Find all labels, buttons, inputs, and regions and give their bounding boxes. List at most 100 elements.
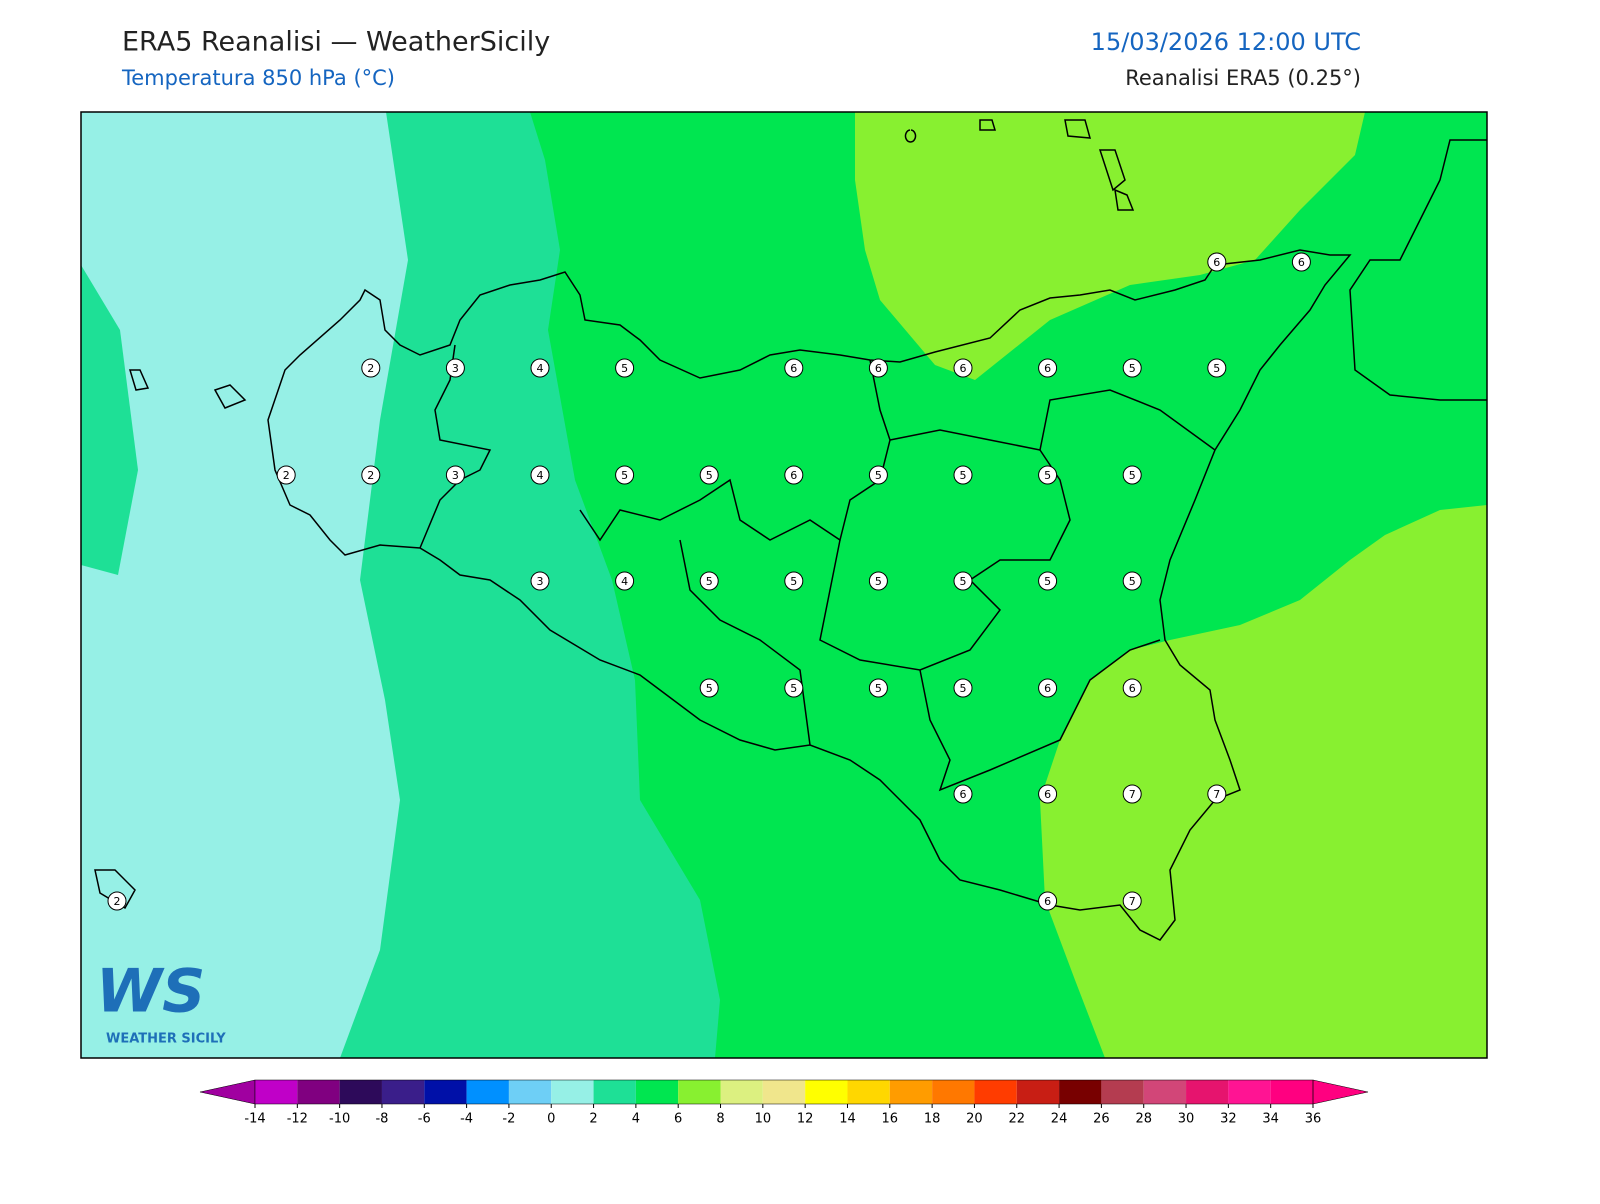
colorbar-segment (551, 1080, 594, 1104)
station-marker (953, 678, 973, 698)
colorbar-extend (199, 1079, 256, 1105)
station-value: 6 (960, 362, 967, 375)
islands (94, 119, 1135, 910)
station: 5 (868, 465, 888, 485)
station-marker (953, 784, 973, 804)
colorbar-tick-label: 4 (632, 1112, 640, 1127)
colorbar-segment (1101, 1080, 1144, 1104)
colorbar-tick-label: -4 (460, 1112, 473, 1127)
station-value: 5 (1129, 362, 1136, 375)
station-marker (1207, 252, 1227, 272)
station-marker (615, 571, 635, 591)
station-marker (445, 465, 465, 485)
station-value: 2 (367, 362, 374, 375)
station-marker (1038, 465, 1058, 485)
station-marker (1122, 784, 1142, 804)
colorbar-segment (424, 1080, 467, 1104)
station-value: 6 (1298, 256, 1305, 269)
station-value: 7 (1213, 788, 1220, 801)
station: 6 (868, 358, 888, 378)
station: 5 (953, 465, 973, 485)
colorbar-segment (889, 1080, 933, 1104)
station-marker (784, 571, 804, 591)
colorbar-tick-label: -6 (418, 1112, 431, 1127)
station: 5 (699, 465, 719, 485)
station: 6 (1038, 358, 1058, 378)
colorbar-segment (974, 1080, 1017, 1104)
station-value: 4 (537, 362, 544, 375)
source: Reanalisi ERA5 (0.25°) (1125, 66, 1361, 90)
station-value: 5 (960, 469, 967, 482)
station-value: 6 (790, 469, 797, 482)
station-value: 5 (621, 362, 628, 375)
station-marker (276, 465, 296, 485)
station-value: 5 (875, 575, 882, 588)
station-value: 7 (1129, 895, 1136, 908)
station-marker (1038, 784, 1058, 804)
station-marker (868, 465, 888, 485)
colorbar-tick-label: 32 (1220, 1112, 1237, 1127)
station-marker (615, 358, 635, 378)
colorbar-segment (720, 1080, 763, 1104)
station-value: 5 (706, 575, 713, 588)
station-value: 4 (537, 469, 544, 482)
colorbar-frame (254, 1079, 1314, 1105)
datetime: 15/03/2026 12:00 UTC (1091, 28, 1361, 56)
station: 5 (1122, 358, 1142, 378)
colorbar-segment (508, 1080, 552, 1104)
colorbar-tick-label: 18 (924, 1112, 941, 1127)
colorbar-segment (1186, 1080, 1229, 1104)
station: 5 (615, 358, 635, 378)
colorbar-tick-label: -8 (375, 1112, 388, 1127)
station-value: 6 (1129, 682, 1136, 695)
logo: WS WEATHER SICILY (96, 957, 226, 1047)
station: 5 (1038, 465, 1058, 485)
station-value: 2 (114, 895, 121, 908)
station-value: 5 (706, 682, 713, 695)
station-value: 6 (960, 788, 967, 801)
station: 6 (1122, 678, 1142, 698)
station-marker (784, 465, 804, 485)
colorbar-tick-label: -14 (244, 1112, 265, 1127)
map (81, 112, 1487, 1058)
colorbar-extend (1312, 1079, 1369, 1105)
station-value: 6 (1213, 256, 1220, 269)
colorbar-tick-label: 28 (1135, 1112, 1152, 1127)
colorbar-tick-label: 8 (716, 1112, 724, 1127)
station-value: 5 (790, 575, 797, 588)
station-marker (1207, 784, 1227, 804)
colorbar-segment (1016, 1080, 1060, 1104)
station-value: 6 (1044, 788, 1051, 801)
station-marker (1038, 891, 1058, 911)
station: 7 (1122, 784, 1142, 804)
station-marker (1122, 891, 1142, 911)
colorbar-segment (255, 1080, 298, 1104)
station: 5 (784, 678, 804, 698)
station: 5 (1038, 571, 1058, 591)
station: 6 (784, 358, 804, 378)
colorbar-segment (339, 1080, 382, 1104)
station: 3 (445, 465, 465, 485)
colorbar-segment (297, 1080, 340, 1104)
colorbar-segment (1059, 1080, 1102, 1104)
colorbar-tick-label: 26 (1093, 1112, 1110, 1127)
colorbar-segment (1143, 1080, 1187, 1104)
colorbar-tick-label: 30 (1178, 1112, 1195, 1127)
map-frame (80, 111, 1488, 1059)
station-value: 5 (875, 469, 882, 482)
colorbar-segment (847, 1080, 890, 1104)
colorbar-tick-label: -10 (329, 1112, 350, 1127)
logo-text: WEATHER SICILY (106, 1032, 226, 1047)
station-marker (1291, 252, 1311, 272)
station-marker (530, 358, 550, 378)
station-value: 2 (367, 469, 374, 482)
station-marker (953, 571, 973, 591)
station: 5 (953, 678, 973, 698)
station: 5 (868, 678, 888, 698)
station: 2 (107, 891, 127, 911)
station-marker (530, 465, 550, 485)
station-marker (784, 358, 804, 378)
subtitle: Temperatura 850 hPa (°C) (121, 66, 395, 90)
border (919, 639, 1161, 792)
station: 6 (1207, 252, 1227, 272)
